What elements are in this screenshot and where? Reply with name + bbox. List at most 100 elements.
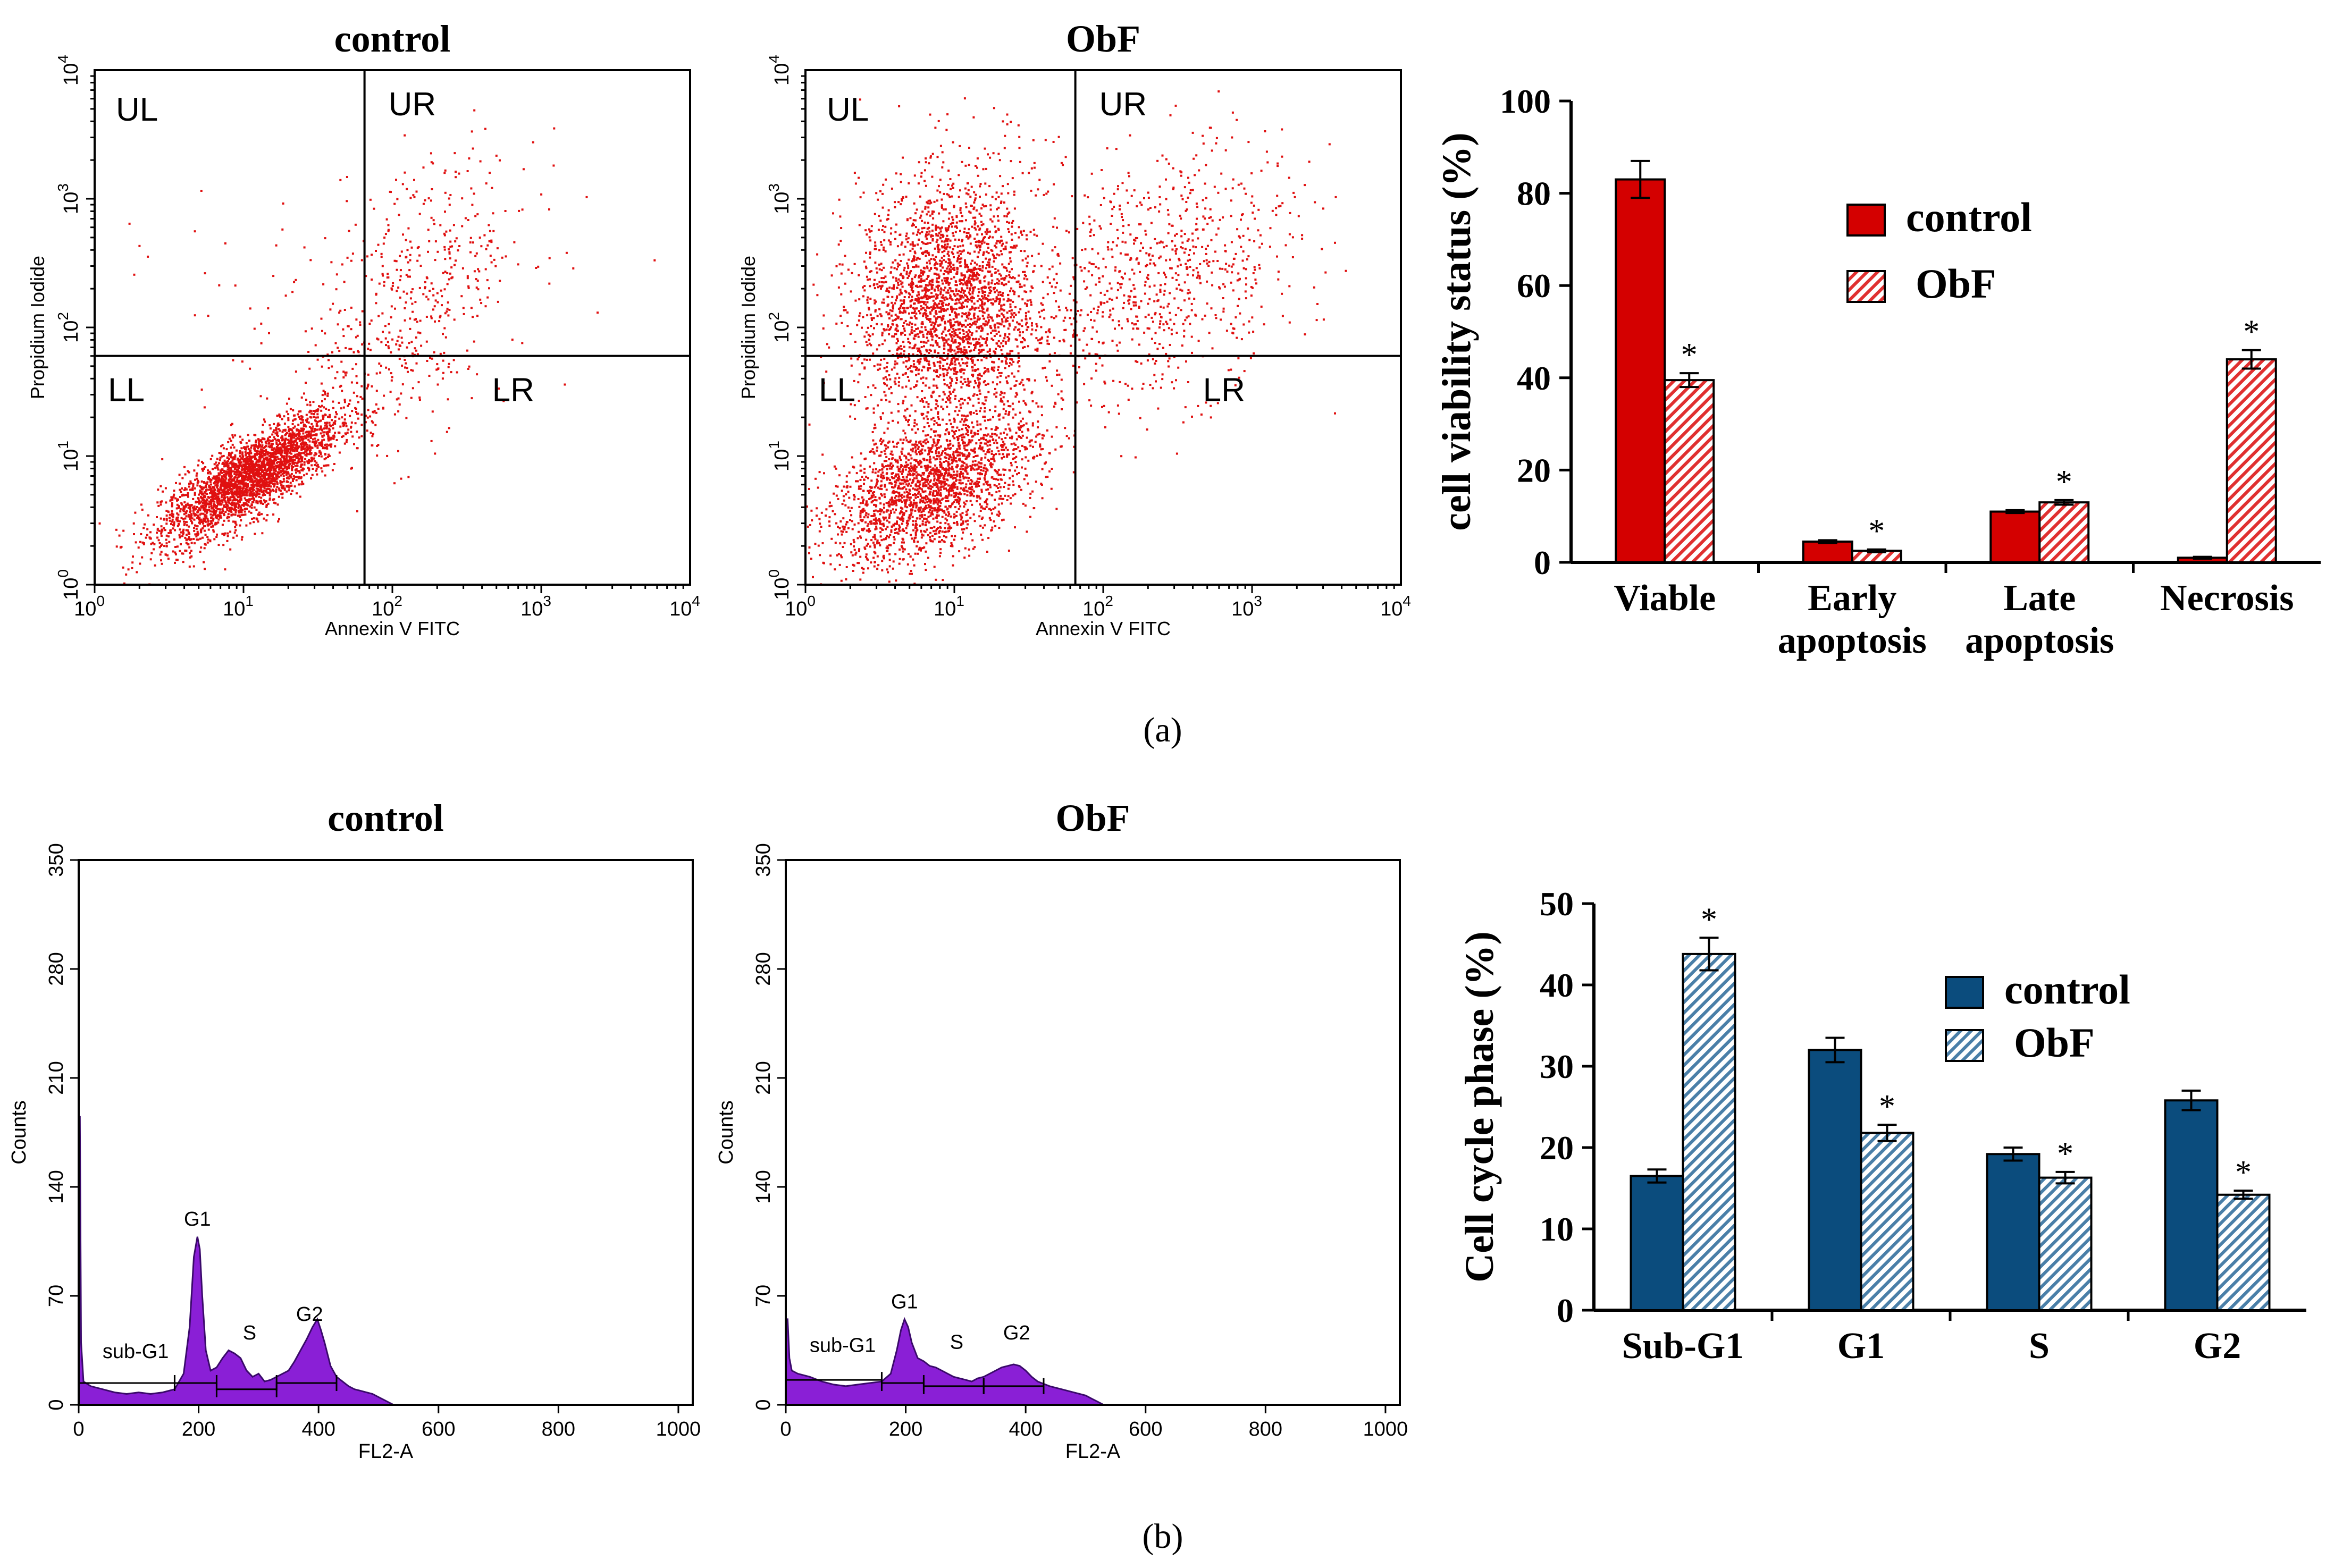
scatter-point	[925, 485, 928, 487]
scatter-point	[309, 460, 312, 462]
scatter-point	[236, 473, 238, 476]
scatter-point	[448, 248, 450, 251]
scatter-point	[270, 474, 272, 477]
scatter-point	[257, 466, 260, 469]
scatter-point	[287, 417, 290, 419]
scatter-point	[918, 510, 920, 513]
scatter-point	[950, 494, 953, 497]
scatter-point	[182, 528, 185, 531]
scatter-point	[1006, 456, 1009, 458]
scatter-point	[229, 456, 232, 459]
scatter-point	[184, 536, 187, 539]
scatter-point	[148, 536, 151, 539]
scatter-point	[255, 500, 258, 502]
scatter-point	[876, 446, 879, 449]
scatter-point	[953, 419, 956, 421]
scatter-point	[203, 547, 206, 550]
scatter-point	[966, 444, 969, 446]
scatter-point	[984, 478, 986, 481]
scatter-point	[391, 288, 393, 291]
scatter-point	[244, 490, 247, 492]
scatter-point	[239, 509, 242, 511]
scatter-point	[303, 468, 305, 470]
scatter-point	[959, 454, 961, 457]
scatter-point	[828, 505, 831, 508]
scatter-point	[199, 509, 201, 511]
scatter-point	[272, 452, 274, 454]
scatter-point	[275, 478, 278, 480]
scatter-point	[273, 458, 276, 460]
scatter-point	[818, 518, 821, 520]
scatter-point	[226, 539, 229, 542]
scatter-point	[156, 516, 158, 518]
scatter-point	[212, 530, 215, 533]
scatter-point	[174, 551, 177, 554]
scatter-point	[158, 542, 161, 544]
scatter-point	[984, 473, 987, 475]
scatter-point	[887, 501, 890, 503]
scatter-point	[265, 481, 268, 484]
scatter-point	[349, 415, 351, 417]
scatter-point	[260, 480, 263, 483]
scatter-point	[1057, 393, 1060, 395]
scatter-point	[373, 410, 376, 412]
scatter-point	[181, 552, 183, 555]
scatter-point	[896, 532, 899, 534]
scatter-point	[302, 437, 305, 440]
scatter-point	[309, 435, 311, 437]
scatter-point	[920, 450, 922, 452]
scatter-point	[938, 482, 941, 484]
scatter-point	[182, 518, 184, 520]
scatter-point	[172, 550, 174, 553]
scatter-point	[890, 501, 893, 503]
scatter-point	[597, 311, 599, 314]
scatter-point	[393, 482, 396, 485]
scatter-point	[1002, 408, 1005, 410]
scatter-point	[246, 494, 248, 496]
scatter-point	[958, 442, 960, 444]
scatter-point	[261, 491, 264, 493]
scatter-point	[249, 487, 252, 490]
scatter-point	[960, 493, 962, 495]
scatter-point	[983, 450, 985, 452]
scatter-point	[228, 475, 231, 478]
scatter-point	[268, 465, 271, 468]
scatter-point	[216, 466, 219, 469]
scatter-point	[522, 168, 525, 171]
scatter-point	[208, 484, 211, 487]
scatter-point	[448, 363, 450, 365]
scatter-point	[817, 544, 820, 547]
scatter-point	[229, 453, 231, 456]
scatter-point	[190, 538, 192, 541]
scatter-point	[323, 439, 325, 441]
scatter-point	[239, 501, 241, 503]
scatter-point	[223, 474, 225, 476]
scatter-point	[880, 493, 883, 495]
scatter-point	[268, 332, 270, 334]
scatter-point	[367, 409, 370, 411]
scatter-point	[1012, 408, 1014, 411]
scatter-point	[295, 435, 297, 437]
scatter-point	[899, 470, 902, 473]
scatter-point	[174, 546, 177, 548]
scatter-point	[995, 434, 998, 437]
scatter-point	[345, 371, 348, 374]
scatter-point	[339, 309, 342, 312]
scatter-point	[862, 500, 864, 503]
scatter-point	[234, 485, 237, 488]
scatter-point	[425, 340, 428, 343]
scatter-point	[263, 446, 265, 449]
scatter-point	[853, 541, 855, 544]
scatter-point	[447, 301, 449, 304]
scatter-point	[984, 508, 986, 510]
scatter-point	[956, 486, 959, 488]
scatter-point	[454, 152, 456, 155]
scatter-point	[255, 460, 258, 463]
scatter-point	[320, 455, 323, 458]
scatter-point	[984, 399, 987, 402]
scatter-point	[900, 459, 902, 461]
scatter-point	[356, 431, 358, 433]
scatter-point	[339, 425, 342, 428]
scatter-point	[947, 469, 950, 472]
scatter-point	[1009, 477, 1011, 479]
